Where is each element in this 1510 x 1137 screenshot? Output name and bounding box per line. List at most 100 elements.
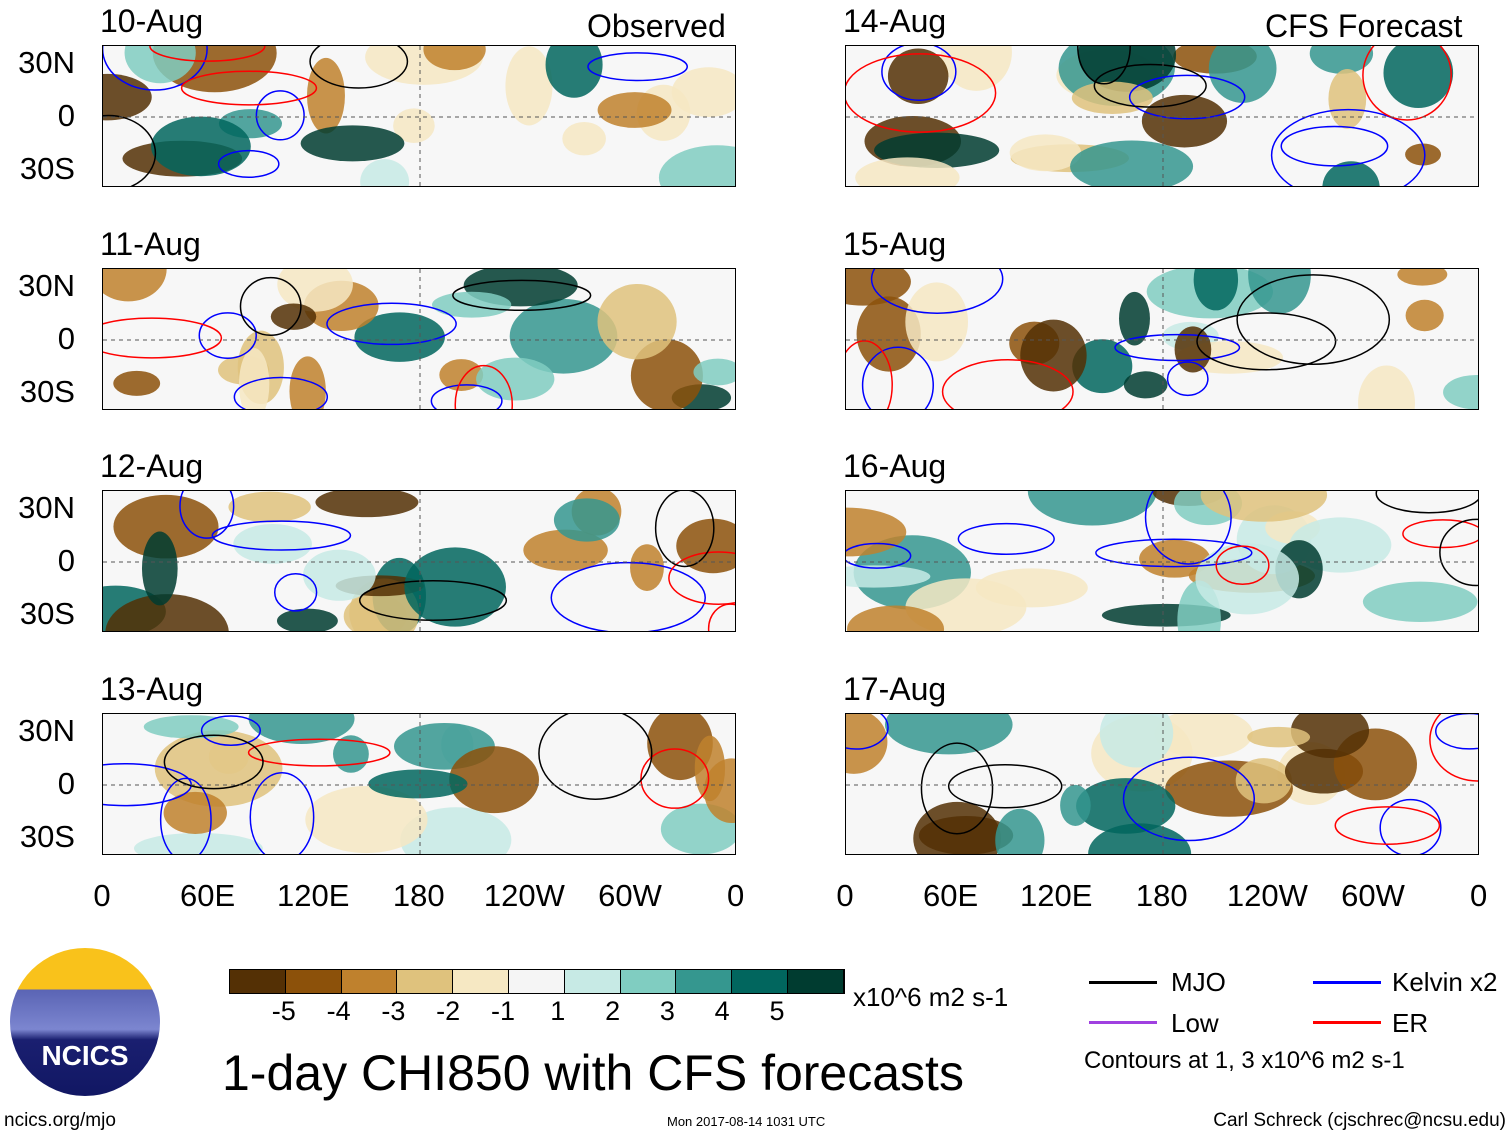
y-tick-label: 0 [57,543,75,578]
contour [1093,63,1207,108]
anomaly-shading [141,531,178,606]
x-tick-label: 60W [1341,878,1405,913]
anomaly-shading [1383,46,1454,108]
colorbar-swatch [564,970,621,993]
contour [180,70,318,106]
contour [211,520,352,551]
colorbar-swatch [453,970,509,993]
anomaly-shading [846,269,911,306]
footer-author: Carl Schreck (cjschrec@ncsu.edu) [1213,1110,1506,1131]
anomaly-shading [658,145,735,186]
anomaly-shading [905,282,969,362]
contour [273,573,318,612]
contour [881,46,957,101]
y-tick-label: 30N [18,713,75,748]
colorbar-swatch [341,970,398,993]
anomaly-shading [1322,161,1380,186]
colorbar-label: -2 [436,996,461,1026]
anomaly-shading [368,769,468,799]
legend-kelvin-line [1313,981,1381,984]
anomaly-shading [509,299,618,374]
anomaly-shading [228,491,311,523]
contour [1128,74,1246,120]
contour [1236,274,1391,365]
anomaly-shading [671,67,735,118]
anomaly-shading [105,594,229,631]
contour [1144,491,1232,565]
y-tick-label: 30S [19,151,75,186]
anomaly-shading [1290,714,1370,758]
colorbar-label: -4 [326,996,351,1026]
anomaly-shading [562,121,606,156]
anomaly-shading [432,291,512,318]
contour [1095,538,1253,568]
contour [538,714,653,800]
anomaly-shading [1174,326,1212,373]
anomaly-shading [1247,726,1311,748]
anomaly-shading [1027,491,1157,526]
anomaly-shading [1208,46,1277,103]
x-tick-label: 0 [726,878,745,913]
anomaly-shading [885,714,1013,755]
anomaly-shading [1070,140,1194,186]
logo-text: NCICS [41,1040,129,1071]
anomaly-shading [400,807,512,854]
panel-date-label: 13-Aug [100,671,204,707]
x-tick-label: 0 [1469,878,1488,913]
contour [1334,806,1441,845]
anomaly-shading [940,46,1012,91]
y-tick-label: 0 [57,98,75,133]
anomaly-shading [306,57,345,134]
ncics-logo: NCICS [10,948,160,1096]
contour [846,340,893,409]
anomaly-shading [846,714,888,774]
contour [103,46,208,91]
contour [861,346,934,409]
panel-date-label: 11-Aug [100,226,201,262]
anomaly-shading [694,735,726,802]
anomaly-shading [995,808,1045,854]
contour [668,551,735,605]
contour [1429,714,1478,782]
anomaly-shading [693,358,735,386]
anomaly-shading [1119,291,1150,346]
colorbar-swatch [732,970,788,993]
x-tick-label: 0 [93,878,111,913]
forecast-column-title: CFS Forecast [1265,8,1463,44]
y-tick-label: 30S [19,596,75,631]
anomaly-shading [846,565,931,588]
x-tick-label: 120E [1019,878,1093,913]
contour [550,561,706,631]
anomaly-shading [1099,714,1174,768]
contour [358,579,508,621]
contour [159,777,212,854]
map-panel-observed-2 [102,490,736,632]
footer-timestamp: Mon 2017-08-14 1031 UTC [667,1114,826,1129]
anomaly-shading [856,296,921,372]
y-tick-label: 30N [18,45,75,80]
colorbar-swatch [230,970,286,993]
contour [1375,491,1478,514]
legend-er-label: ER [1392,1008,1429,1038]
y-tick-label: 30S [19,819,75,854]
contour [947,764,1063,809]
contour [1270,108,1426,186]
footer-url[interactable]: ncics.org/mjo [4,1110,116,1131]
anomaly-shading [887,48,949,104]
anomaly-shading [163,791,227,834]
anomaly-shading [154,730,283,807]
contour [941,359,1074,409]
colorbar-label: -5 [271,996,296,1026]
anomaly-shading [103,73,152,121]
figure-title: 1-day CHI850 with CFS forecasts [222,1045,964,1101]
contour [870,269,1004,314]
contour [163,734,264,790]
contour [1379,798,1442,854]
anomaly-shading [238,348,270,409]
map-panel-observed-3 [102,713,736,855]
colorbar-label: 3 [659,996,675,1026]
contour [430,384,503,409]
anomaly-shading [1020,319,1087,392]
colorbar-swatch [285,970,342,993]
contour [846,542,912,569]
